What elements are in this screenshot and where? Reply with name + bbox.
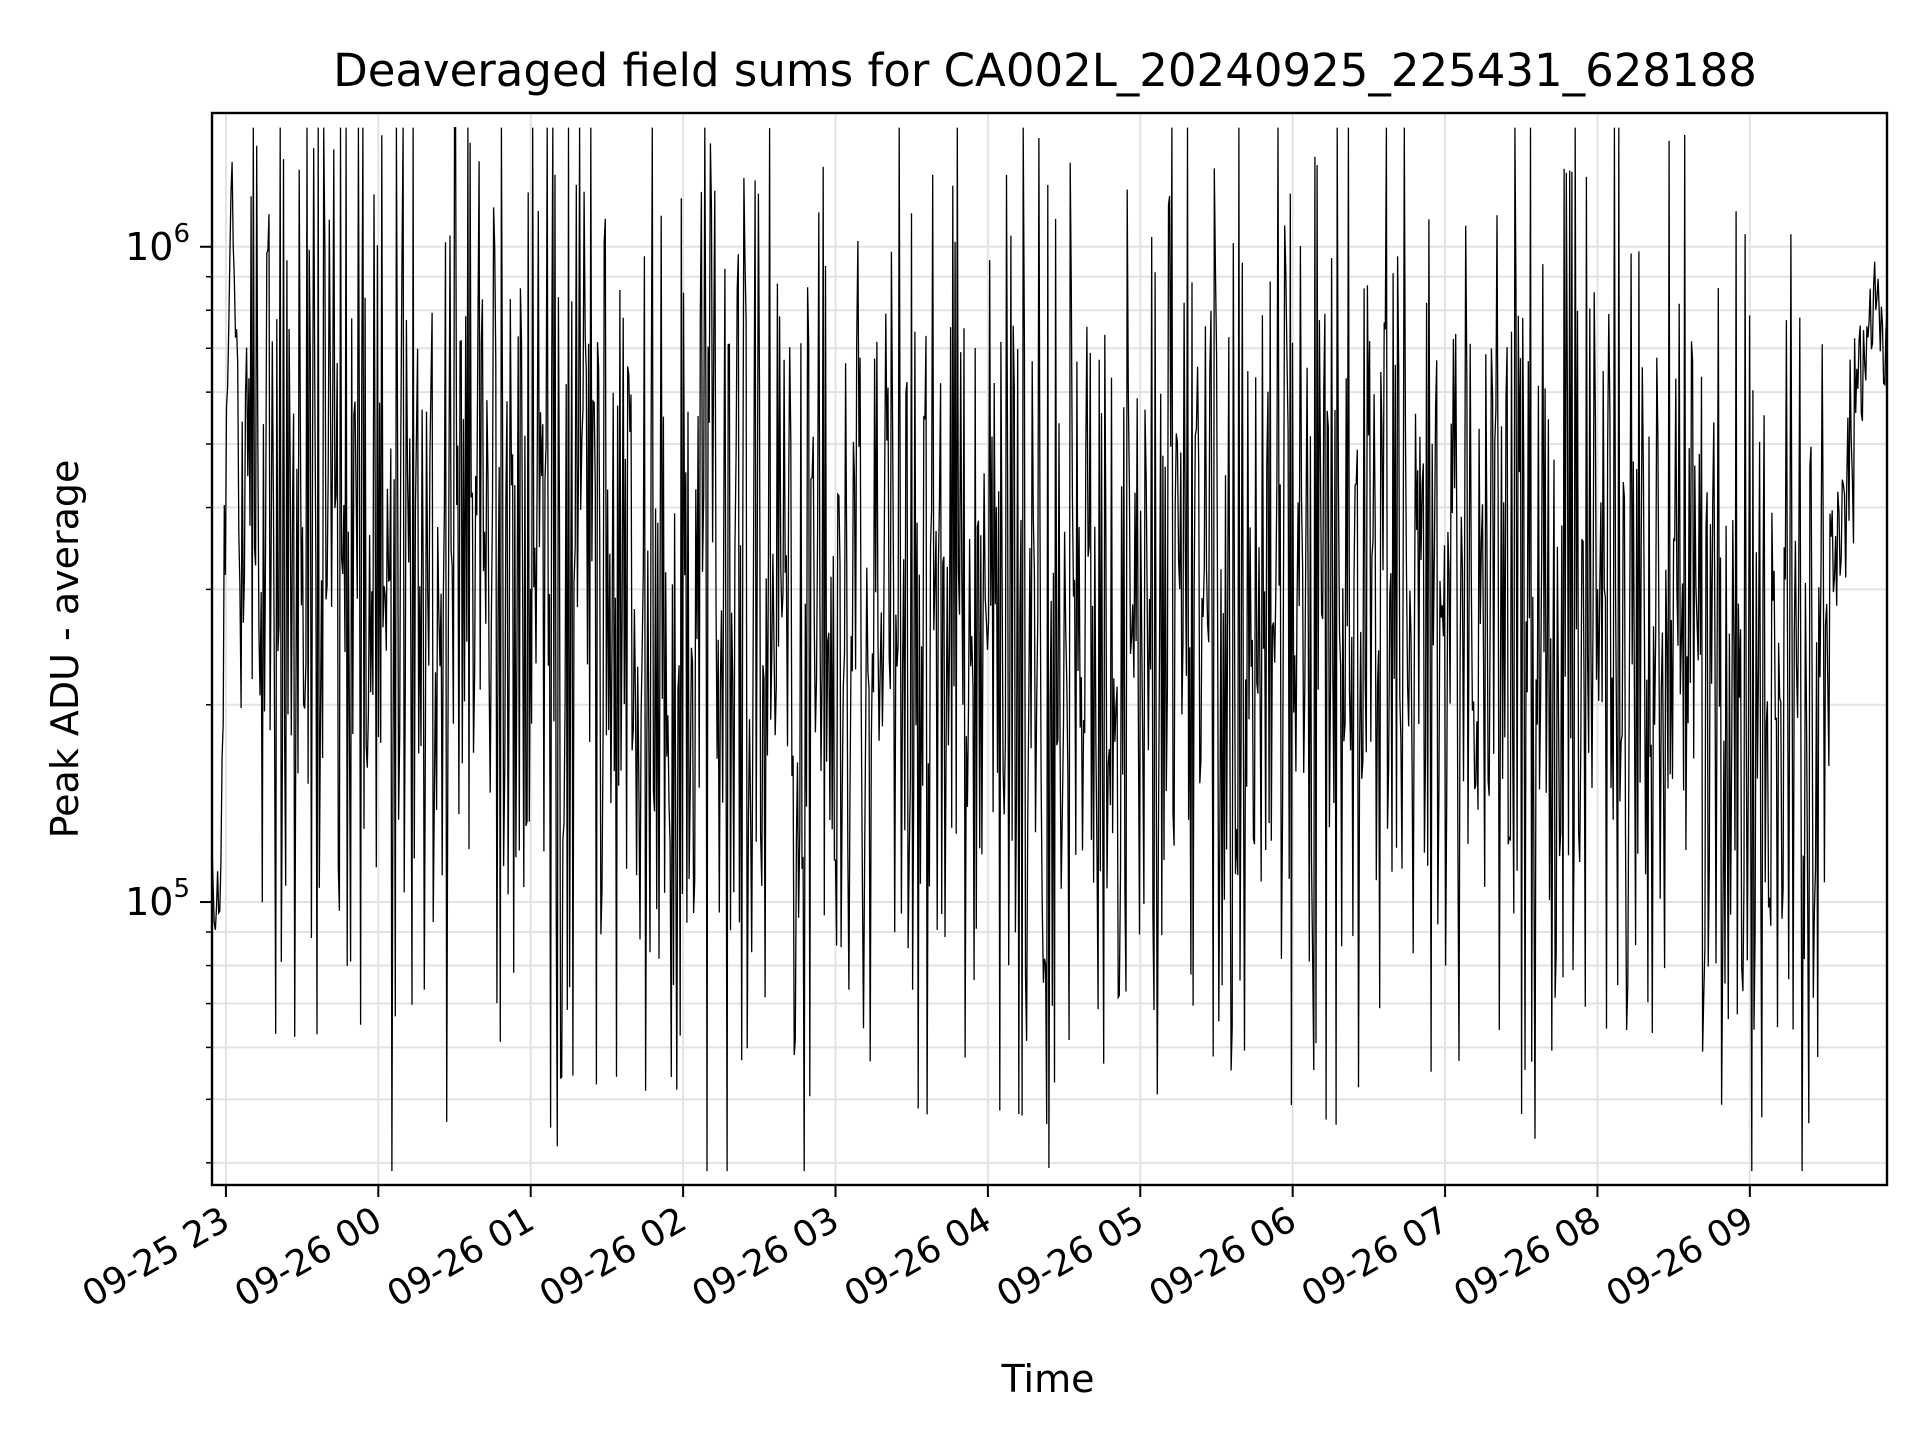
y-tick-label: 105 (125, 874, 190, 924)
y-axis-label: Peak ADU - average (43, 460, 87, 839)
y-tick-label: 106 (125, 219, 190, 269)
chart-title: Deaveraged field sums for CA002L_2024092… (333, 44, 1757, 97)
x-axis-label: Time (1001, 1357, 1095, 1401)
plot-frame (210, 111, 1889, 1187)
series-line (212, 126, 1887, 1172)
